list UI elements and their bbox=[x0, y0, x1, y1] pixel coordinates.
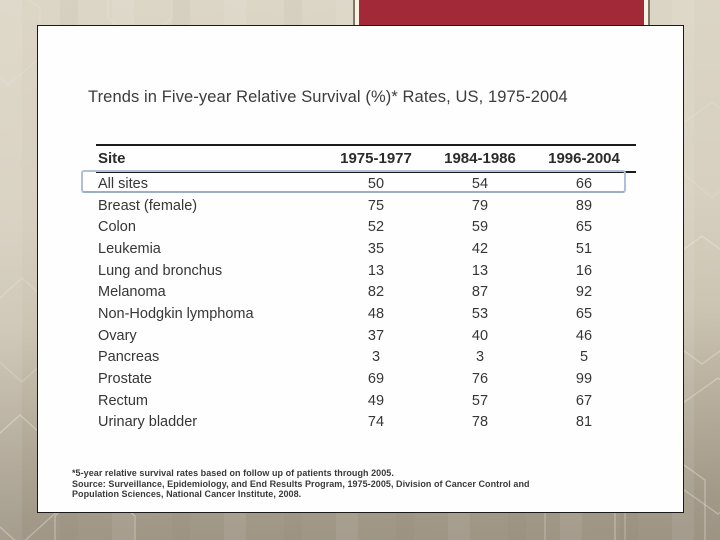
value-cell: 92 bbox=[575, 284, 593, 301]
table-row: Lung and bronchus 13 13 16 bbox=[96, 260, 636, 282]
site-label: Colon bbox=[98, 219, 136, 236]
value-cell: 48 bbox=[367, 305, 385, 322]
table-row: Ovary 37 40 46 bbox=[96, 325, 636, 347]
value-cell: 3 bbox=[475, 349, 485, 366]
value-cell: 13 bbox=[471, 262, 489, 279]
value-cell: 82 bbox=[367, 284, 385, 301]
table-top-rule bbox=[96, 144, 636, 146]
header-1975-1977: 1975-1977 bbox=[340, 150, 412, 167]
site-label: Breast (female) bbox=[98, 197, 198, 214]
content-box: Trends in Five-year Relative Survival (%… bbox=[37, 25, 684, 513]
value-cell: 75 bbox=[367, 197, 385, 214]
table-row: Non-Hodgkin lymphoma 48 53 65 bbox=[96, 303, 636, 325]
site-label: Prostate bbox=[98, 371, 152, 388]
value-cell: 5 bbox=[579, 349, 589, 366]
site-label: Ovary bbox=[98, 327, 137, 344]
value-cell: 49 bbox=[367, 392, 385, 409]
site-label: Pancreas bbox=[98, 349, 160, 366]
value-cell: 59 bbox=[471, 219, 489, 236]
value-cell: 3 bbox=[371, 349, 381, 366]
value-cell: 66 bbox=[575, 175, 593, 192]
value-cell: 99 bbox=[575, 371, 593, 388]
value-cell: 37 bbox=[367, 327, 385, 344]
table-row: Prostate 69 76 99 bbox=[96, 368, 636, 390]
value-cell: 57 bbox=[471, 392, 489, 409]
value-cell: 51 bbox=[575, 240, 593, 257]
value-cell: 54 bbox=[471, 175, 489, 192]
footnote-line: Population Sciences, National Cancer Ins… bbox=[72, 489, 302, 499]
table-row: Breast (female) 75 79 89 bbox=[96, 195, 636, 217]
value-cell: 89 bbox=[575, 197, 593, 214]
value-cell: 35 bbox=[367, 240, 385, 257]
site-label: Urinary bladder bbox=[98, 414, 198, 431]
slide-title: Trends in Five-year Relative Survival (%… bbox=[88, 88, 568, 106]
value-cell: 81 bbox=[575, 414, 593, 431]
site-label: Melanoma bbox=[98, 284, 166, 301]
footnote: *5-year relative survival rates based on… bbox=[72, 468, 632, 500]
table-row: All sites 50 54 66 bbox=[96, 173, 636, 195]
header-1996-2004: 1996-2004 bbox=[548, 150, 620, 167]
value-cell: 69 bbox=[367, 371, 385, 388]
site-label: Leukemia bbox=[98, 240, 161, 257]
value-cell: 79 bbox=[471, 197, 489, 214]
table-row: Colon 52 59 65 bbox=[96, 216, 636, 238]
header-1984-1986: 1984-1986 bbox=[444, 150, 516, 167]
footnote-line: *5-year relative survival rates based on… bbox=[72, 468, 394, 478]
header-site: Site bbox=[98, 150, 126, 167]
value-cell: 74 bbox=[367, 414, 385, 431]
value-cell: 50 bbox=[367, 175, 385, 192]
footnote-line: Source: Surveillance, Epidemiology, and … bbox=[72, 478, 530, 489]
value-cell: 13 bbox=[367, 262, 385, 279]
value-cell: 46 bbox=[575, 327, 593, 344]
table-row: Urinary bladder 74 78 81 bbox=[96, 412, 636, 434]
value-cell: 42 bbox=[471, 240, 489, 257]
value-cell: 76 bbox=[471, 371, 489, 388]
table-row: Leukemia 35 42 51 bbox=[96, 238, 636, 260]
value-cell: 40 bbox=[471, 327, 489, 344]
value-cell: 78 bbox=[471, 414, 489, 431]
site-label: All sites bbox=[98, 175, 148, 192]
table-header-rule bbox=[96, 171, 636, 173]
site-label: Lung and bronchus bbox=[98, 262, 223, 279]
value-cell: 67 bbox=[575, 392, 593, 409]
value-cell: 87 bbox=[471, 284, 489, 301]
value-cell: 52 bbox=[367, 219, 385, 236]
table-row: Rectum 49 57 67 bbox=[96, 390, 636, 412]
site-label: Rectum bbox=[98, 392, 148, 409]
value-cell: 16 bbox=[575, 262, 593, 279]
table-row: Pancreas 3 3 5 bbox=[96, 347, 636, 369]
value-cell: 65 bbox=[575, 305, 593, 322]
all-sites-highlight-box bbox=[81, 170, 626, 193]
value-cell: 53 bbox=[471, 305, 489, 322]
table-row: Melanoma 82 87 92 bbox=[96, 281, 636, 303]
site-label: Non-Hodgkin lymphoma bbox=[98, 305, 254, 322]
value-cell: 65 bbox=[575, 219, 593, 236]
survival-table: Site 1975-1977 1984-1986 1996-2004 All s… bbox=[96, 144, 636, 433]
table-header-row: Site 1975-1977 1984-1986 1996-2004 bbox=[96, 146, 636, 171]
